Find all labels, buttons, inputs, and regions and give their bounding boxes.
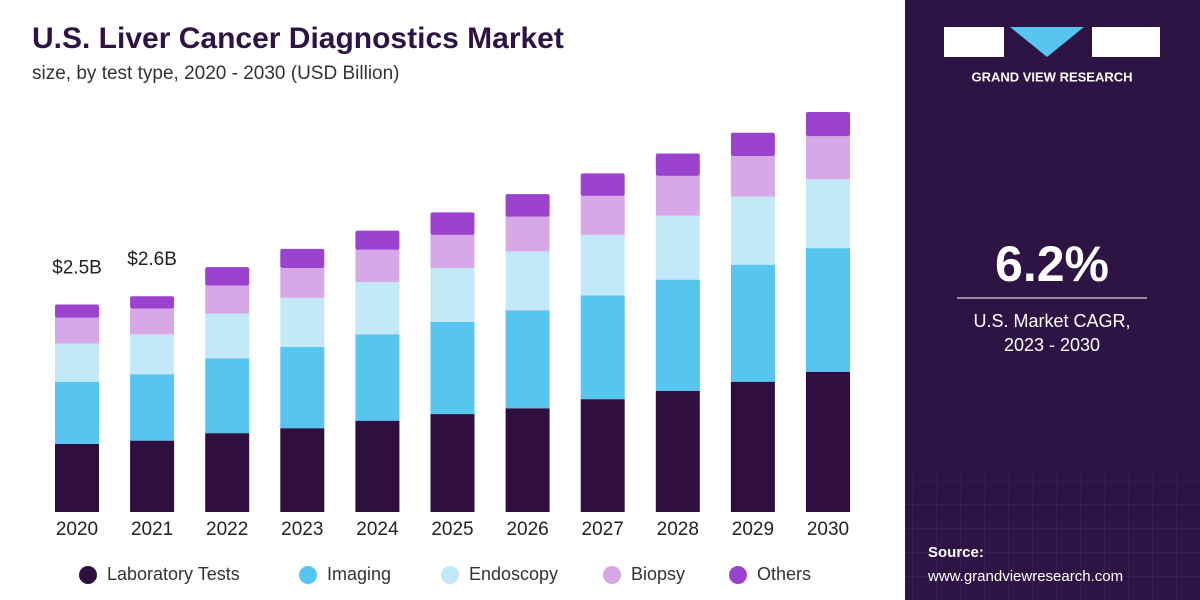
bar-segment (205, 358, 250, 434)
x-tick-label: 2027 (582, 519, 624, 540)
cagr: 6.2% (995, 236, 1109, 292)
legend-label: Imaging (327, 564, 391, 584)
bar-segment (280, 248, 325, 269)
bar-segment (55, 304, 99, 318)
bar-segment (806, 248, 850, 372)
bar-segment (505, 251, 550, 311)
bar-segment (280, 346, 325, 429)
bar-segment (655, 215, 700, 280)
bar-segment (806, 112, 850, 137)
legend-label: Endoscopy (469, 564, 558, 584)
x-tick-label: 2025 (431, 519, 473, 540)
legend-label: Biopsy (631, 564, 685, 584)
x-tick-label: 2022 (206, 519, 248, 540)
chart-subtitle: size, by test type, 2020 - 2030 (USD Bil… (32, 63, 400, 84)
bar-segment (580, 399, 625, 512)
x-tick-label: 2021 (131, 519, 173, 540)
bar-segment (430, 212, 475, 235)
bar-segment (55, 443, 99, 512)
cagr-label: 2023 - 2030 (1004, 335, 1100, 355)
total-label: $2.5B (52, 258, 102, 279)
x-tick-label: 2020 (56, 519, 98, 540)
bar-segment (130, 308, 175, 335)
bar-segment (580, 234, 625, 296)
bar-segment (55, 343, 99, 382)
legend-marker (299, 566, 317, 584)
bar-segment (205, 285, 250, 314)
bar-segment (730, 196, 775, 265)
total-label: $2.6B (127, 249, 177, 270)
bar-segment (355, 230, 400, 250)
bar-segment (355, 282, 400, 335)
bar-segment (280, 297, 325, 347)
source-url: www.grandviewresearch.com (927, 568, 1123, 585)
legend-marker (603, 566, 621, 584)
bar-segment (580, 295, 625, 400)
bar-segment (730, 132, 775, 156)
bar-segment (430, 268, 475, 322)
bar-segment (730, 155, 775, 197)
x-tick-label: 2030 (807, 519, 849, 540)
legend-marker (441, 566, 459, 584)
bar-segment (130, 374, 175, 441)
x-tick-label: 2029 (732, 519, 774, 540)
source-label: Source: (928, 544, 984, 561)
bar-segment (130, 334, 175, 375)
bar-segment (730, 381, 775, 512)
bar-segment (730, 264, 775, 382)
x-tick-label: 2026 (506, 519, 548, 540)
legend-marker (79, 566, 97, 584)
bar-segment (505, 408, 550, 512)
bar-segment (505, 216, 550, 252)
bar-segment (655, 390, 700, 512)
bar-segment (580, 173, 625, 196)
bar-segment (130, 296, 175, 309)
bar-segment (355, 420, 400, 512)
bar-segment (55, 381, 99, 444)
bar-segment (580, 195, 625, 235)
cagr-label: U.S. Market CAGR, (973, 311, 1130, 331)
x-tick-label: 2023 (281, 519, 323, 540)
bar-segment (806, 136, 850, 180)
legend-marker (729, 566, 747, 584)
legend-label: Laboratory Tests (107, 564, 240, 584)
bar-segment (505, 194, 550, 217)
bar-segment (655, 175, 700, 216)
bar-segment (655, 153, 700, 176)
x-tick-label: 2024 (356, 519, 399, 540)
bar-segment (430, 414, 475, 512)
sidebar-fade (905, 430, 1200, 520)
chart-title: U.S. Liver Cancer Diagnostics Market (32, 22, 564, 55)
bar-segment (55, 317, 99, 344)
legend-label: Others (757, 564, 811, 584)
bar-segment (430, 321, 475, 415)
bar-segment (355, 334, 400, 421)
bar-segment (280, 428, 325, 512)
bar-segment (806, 371, 850, 512)
x-tick-label: 2028 (657, 519, 699, 540)
bar-segment (205, 267, 250, 286)
bar-segment (655, 279, 700, 391)
bar-segment (806, 179, 850, 249)
bar-segment (280, 268, 325, 298)
bar-segment (355, 249, 400, 283)
bar-segment (430, 234, 475, 269)
brand: GRAND VIEW RESEARCH (971, 69, 1132, 84)
bar-segment (130, 440, 175, 512)
logo (944, 27, 1160, 57)
bar-segment (505, 310, 550, 409)
bar-segment (205, 313, 250, 359)
bar-segment (205, 433, 250, 512)
